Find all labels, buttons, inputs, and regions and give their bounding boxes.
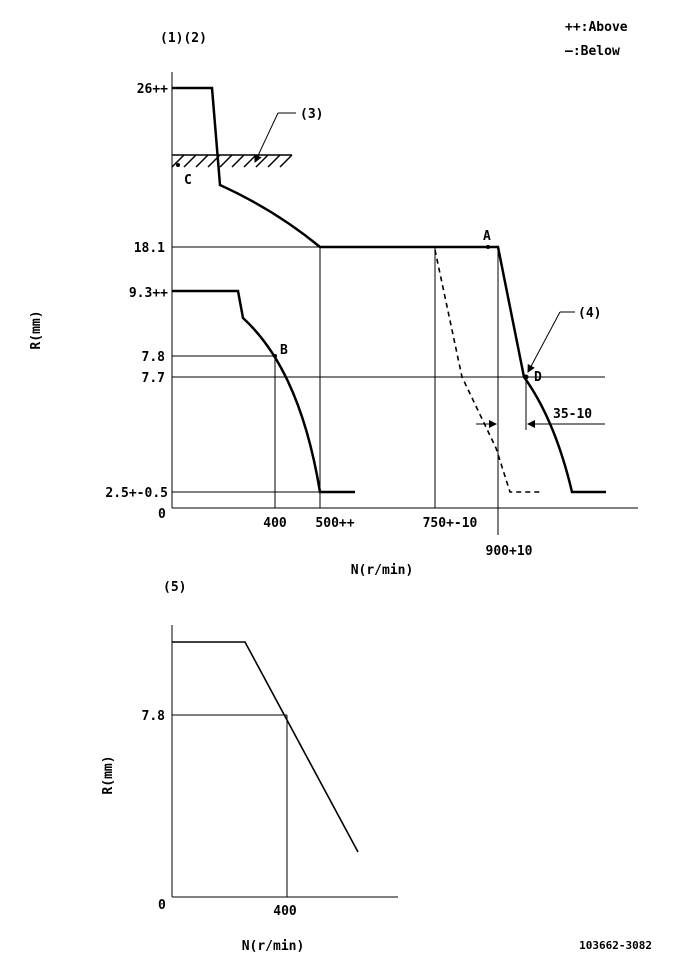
point-d-marker: [523, 374, 529, 380]
point-d: D: [534, 370, 542, 385]
dashed-curve: [434, 249, 543, 493]
top-origin: 0: [158, 507, 166, 522]
ytick-18-1: 18.1: [134, 241, 165, 256]
idle-curve: [172, 289, 355, 494]
legend-below: —:Below: [565, 44, 620, 59]
stopper-hatch: [171, 154, 293, 168]
offset-label: 35-10: [553, 407, 592, 422]
bottom-xtick-400: 400: [273, 904, 297, 919]
legend-above: ++:Above: [565, 20, 628, 35]
ytick-9-3: 9.3++: [129, 286, 168, 301]
ytick-7-7: 7.7: [142, 371, 165, 386]
callout-3: (3): [300, 107, 323, 122]
xtick-400: 400: [263, 516, 287, 531]
point-a: A: [483, 229, 491, 244]
xtick-500: 500++: [315, 516, 354, 531]
ytick-7-8: 7.8: [142, 350, 166, 365]
top-chart-header: (1)(2): [160, 31, 207, 46]
top-y-axis-label: R(mm): [29, 310, 44, 349]
point-c: C: [184, 173, 192, 188]
ytick-26: 26++: [137, 82, 168, 97]
bottom-ytick-7-8: 7.8: [142, 709, 166, 724]
top-x-axis-label: N(r/min): [351, 563, 414, 578]
point-c-marker: [176, 163, 180, 167]
point-a-marker: [486, 245, 490, 249]
point-b: B: [280, 343, 288, 358]
full-load-curve: [172, 86, 606, 494]
bottom-curve: [172, 641, 359, 853]
callout-4-leader: [527, 311, 561, 373]
bottom-origin: 0: [158, 898, 166, 913]
xtick-900: 900+10: [486, 544, 533, 559]
point-b-marker: [273, 354, 277, 358]
bottom-y-axis-label: R(mm): [101, 755, 116, 794]
drawing-number: 103662-3082: [579, 939, 652, 952]
bottom-chart-header: (5): [163, 580, 186, 595]
xtick-750: 750+-10: [423, 516, 478, 531]
callout-4: (4): [578, 306, 601, 321]
bottom-x-axis-label: N(r/min): [242, 939, 305, 954]
callout-3-leader: [254, 112, 279, 163]
ytick-2-5: 2.5+-0.5: [105, 486, 168, 501]
